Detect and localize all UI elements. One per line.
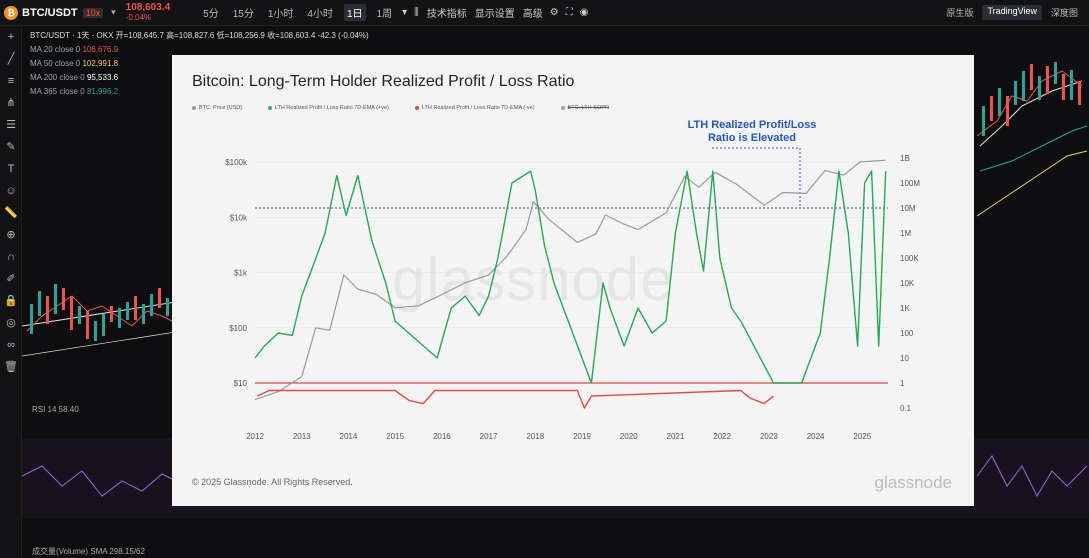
view-depth[interactable]: 深度图 [1050, 8, 1078, 18]
timeframe-4h[interactable]: 4小时 [307, 9, 333, 20]
copyright-text: © 2025 Glassnode. All Rights Reserved. [192, 477, 353, 487]
pencil-lock-icon[interactable]: ✐ [6, 273, 16, 285]
link-icon[interactable]: ∞ [7, 339, 15, 351]
price-series-line [254, 159, 886, 401]
legend-item-negative: LTH Realized Profit / Loss Ratio 7D-EMA … [414, 105, 535, 111]
x-tick-label: 2021 [667, 432, 685, 441]
y-right-tick-label: 1M [900, 229, 911, 238]
x-tick-label: 2012 [246, 432, 264, 441]
y-right-tick-label: 10 [900, 354, 909, 363]
negative-ratio-series-line [256, 389, 774, 409]
drawing-toolbar: + ╱ ≡ ⋔ ☰ ✎ T ☺ 📏 ⊕ ∩ ✐ 🔒 ◎ ∞ 🗑 [0, 26, 22, 558]
timeframe-15m[interactable]: 15分 [232, 9, 254, 20]
camera-icon[interactable]: ◉ [579, 7, 589, 18]
leverage-badge[interactable]: 10x [82, 7, 104, 18]
y-right-tick-label: 0.1 [900, 404, 912, 413]
positive-ratio-series-line [254, 170, 887, 384]
pitchfork-icon[interactable]: ⋔ [6, 97, 16, 109]
trendline-icon[interactable]: ╱ [7, 53, 15, 65]
y-left-tick-label: $10 [234, 379, 248, 388]
legend-item-sopr: BTC: LTH-SOPR [560, 105, 609, 111]
x-tick-label: 2015 [386, 432, 404, 441]
gear-icon[interactable]: ⚙ [549, 7, 559, 18]
top-toolbar: ₿ BTC/USDT 10x ▾ 108,603.4 -0.04% 5分 15分… [0, 0, 1089, 26]
x-tick-label: 2014 [340, 432, 358, 441]
price-change: -0.04% [125, 12, 152, 22]
ohlc-line: BTC/USDT · 1天 · OKX 开=108,645.7 高=108,82… [30, 31, 369, 40]
timeframe-1d[interactable]: 1日 [343, 4, 366, 21]
y-right-tick-label: 1 [900, 379, 905, 388]
x-tick-label: 2019 [573, 432, 591, 441]
x-tick-label: 2023 [760, 432, 778, 441]
crosshair-icon[interactable]: + [7, 31, 15, 43]
view-tradingview[interactable]: TradingView [982, 5, 1042, 20]
y-left-tick-label: $100k [225, 158, 248, 167]
y-right-tick-label: 100K [900, 254, 919, 263]
trash-icon[interactable]: 🗑 [4, 361, 18, 373]
background-candles [30, 284, 169, 341]
advanced-button[interactable]: 高级 [522, 9, 543, 20]
y-left-tick-label: $1k [234, 269, 248, 278]
rsi-label: RSI 14 58.40 [32, 405, 79, 414]
chevron-down-icon[interactable]: ▾ [111, 7, 116, 17]
x-tick-label: 2018 [526, 432, 544, 441]
text-icon[interactable]: T [7, 163, 15, 175]
price-box: 108,603.4 -0.04% [125, 1, 171, 23]
annotation-label: LTH Realized Profit/Loss Ratio is Elevat… [687, 119, 817, 144]
magnet-icon[interactable]: ∩ [7, 251, 15, 263]
legend-item-price: BTC: Price [USD] [192, 105, 242, 111]
y-right-tick-label: 1K [900, 304, 910, 313]
display-settings-button[interactable]: 显示设置 [474, 9, 515, 20]
chart-info-panel: BTC/USDT · 1天 · OKX 开=108,645.7 高=108,82… [30, 29, 369, 99]
glassnode-logo: glassnode [874, 473, 952, 492]
legend-item-positive: LTH Realized Profit / Loss Ratio 7D-EMA … [267, 105, 389, 111]
lock-icon[interactable]: 🔒 [4, 295, 18, 307]
ma200-line: MA 200 close 0 95,533.6 [30, 73, 119, 82]
glassnode-chart-card: Bitcoin: Long-Term Holder Realized Profi… [172, 55, 974, 506]
volume-label: 成交量(Volume) SMA 298.15/62 [32, 547, 145, 556]
symbol-label[interactable]: BTC/USDT [22, 6, 78, 19]
zoom-icon[interactable]: ⊕ [6, 229, 16, 241]
timeframe-1h[interactable]: 1小时 [267, 9, 294, 20]
annotation-bracket [712, 147, 801, 207]
ma20-line: MA 20 close 0 106,676.9 [30, 45, 119, 54]
ma50-line: MA 50 close 0 102,991.8 [30, 59, 119, 68]
x-tick-label: 2017 [480, 432, 498, 441]
brush-icon[interactable]: ✎ [6, 141, 16, 153]
candlestick-icon[interactable]: ⫼ [414, 7, 419, 18]
indicators-button[interactable]: 技术指标 [426, 9, 467, 20]
y-right-tick-label: 10K [900, 279, 915, 288]
chart-legend: BTC: Price [USD] LTH Realized Profit / L… [192, 105, 635, 111]
bitcoin-icon: ₿ [4, 5, 18, 20]
chevron-down-icon[interactable]: ▾ [402, 7, 408, 18]
fullscreen-icon[interactable]: ⛶ [565, 7, 573, 18]
horizontal-lines-icon[interactable]: ≡ [7, 75, 15, 87]
y-right-tick-label: 100M [900, 179, 920, 188]
view-native[interactable]: 原生版 [946, 8, 974, 18]
fib-icon[interactable]: ☰ [6, 119, 16, 131]
ruler-icon[interactable]: 📏 [4, 207, 18, 219]
last-price: 108,603.4 [125, 1, 171, 13]
y-right-tick-label: 10M [900, 204, 916, 213]
ma365-line: MA 365 close 0 81,996.2 [30, 87, 119, 96]
timeframe-1w[interactable]: 1周 [376, 9, 393, 20]
eye-icon[interactable]: ◎ [6, 317, 16, 329]
y-left-tick-label: $100 [229, 324, 247, 333]
x-tick-label: 2025 [853, 432, 871, 441]
x-tick-label: 2022 [713, 432, 731, 441]
y-left-tick-label: $10k [230, 213, 248, 222]
x-tick-label: 2024 [807, 432, 825, 441]
plot-area: $100k $10k $1k $100 $10 1B 100M 10M 1M 100K 10K 1K 1… [225, 147, 920, 441]
chart-title: Bitcoin: Long-Term Holder Realized Profi… [192, 73, 575, 90]
y-right-tick-label: 100 [900, 329, 914, 338]
x-tick-label: 2020 [620, 432, 638, 441]
x-tick-label: 2016 [433, 432, 451, 441]
timeframe-5m[interactable]: 5分 [203, 9, 219, 20]
y-right-tick-label: 1B [900, 154, 910, 163]
watermark: glassnode [392, 246, 675, 313]
emoji-icon[interactable]: ☺ [5, 185, 17, 197]
x-tick-label: 2013 [293, 432, 311, 441]
view-switcher: 原生版 TradingView 深度图 [937, 5, 1083, 20]
